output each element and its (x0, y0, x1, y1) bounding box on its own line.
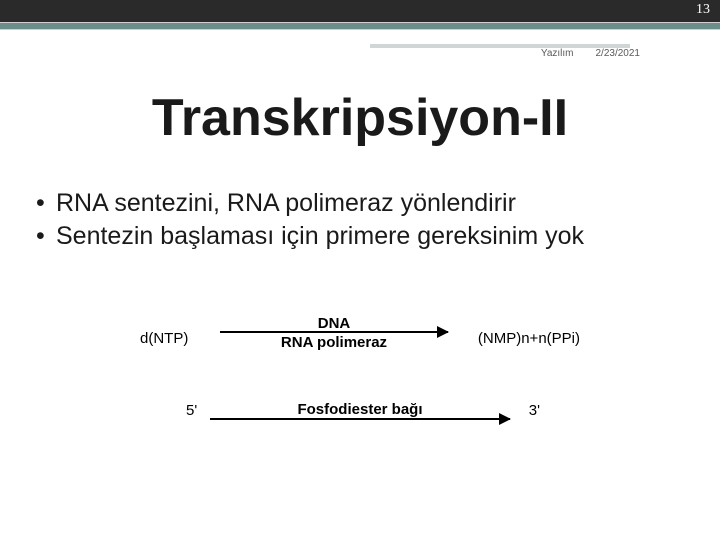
arrow-icon (220, 331, 448, 333)
phosphodiester-row: 5' Fosfodiester bağı 3' (140, 402, 580, 438)
meta-row: Yazılım 2/23/2021 (541, 48, 640, 59)
reaction-product: (NMP)n+n(PPi) (478, 330, 580, 347)
bullet-item: RNA sentezini, RNA polimeraz yönlendirir (36, 188, 696, 219)
bullet-item: Sentezin başlaması için primere gereksin… (36, 221, 696, 252)
reaction-row: d(NTP) DNA RNA polimeraz (NMP)n+n(PPi) (140, 316, 580, 374)
phosphodiester-arrow-group: 5' Fosfodiester bağı 3' (210, 402, 510, 420)
reaction-bottom-label: RNA polimeraz (220, 335, 448, 350)
header-teal-strip (0, 22, 720, 30)
meta-author: Yazılım (541, 48, 574, 59)
reaction-top-label: DNA (220, 316, 448, 331)
slide-header: 13 (0, 0, 720, 32)
arrow-icon (210, 418, 510, 420)
slide: 13 Yazılım 2/23/2021 Transkripsiyon-II R… (0, 0, 720, 540)
bullet-list: RNA sentezini, RNA polimeraz yönlendirir… (36, 188, 696, 255)
reaction-arrow-group: DNA RNA polimeraz (220, 316, 448, 350)
header-dark-band: 13 (0, 0, 720, 22)
slide-title: Transkripsiyon-II (0, 88, 720, 148)
reaction-substrate: d(NTP) (140, 330, 188, 347)
reaction-diagram: d(NTP) DNA RNA polimeraz (NMP)n+n(PPi) 5… (0, 316, 720, 438)
meta-date: 2/23/2021 (596, 48, 641, 59)
five-prime-label: 5' (186, 402, 197, 419)
three-prime-label: 3' (529, 402, 540, 419)
page-number: 13 (696, 2, 710, 18)
diagram-inner: d(NTP) DNA RNA polimeraz (NMP)n+n(PPi) 5… (140, 316, 580, 438)
phosphodiester-label: Fosfodiester bağı (210, 402, 510, 417)
